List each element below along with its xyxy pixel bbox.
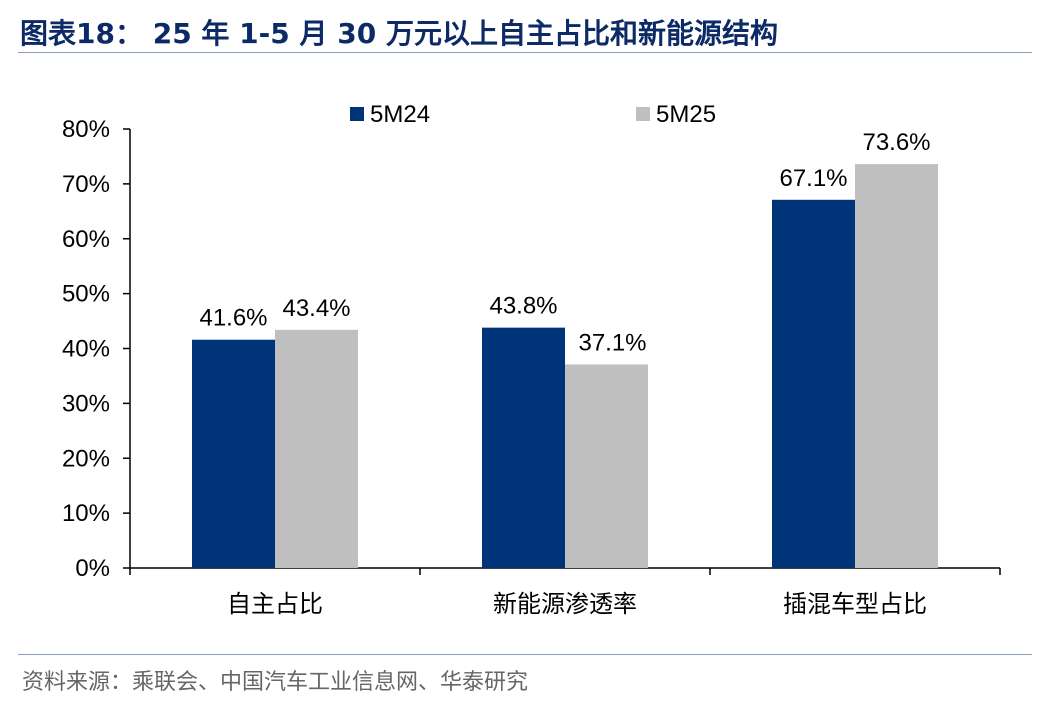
chart-legend: 5M24 5M25 — [350, 101, 716, 128]
x-axis: 自主占比 新能源渗透率 插混车型占比 — [129, 567, 1001, 618]
x-category-label: 自主占比 — [227, 590, 323, 618]
bar-5M24 — [482, 327, 565, 568]
legend-swatch-5M25 — [636, 107, 650, 121]
data-label-5M25: 37.1% — [578, 329, 646, 356]
y-tick-label: 40% — [62, 336, 110, 363]
footer-divider — [18, 654, 1032, 655]
y-tick-label: 20% — [62, 445, 110, 472]
figure-title: 图表18： 25 年 1-5 月 30 万元以上自主占比和新能源结构 — [20, 17, 778, 50]
x-category-label: 插混车型占比 — [783, 590, 927, 618]
legend-swatch-5M24 — [350, 107, 364, 121]
y-axis: 0% 10% 20% 30% 40% 50% 60% 70% 80% — [62, 116, 131, 582]
bar-5M25 — [565, 364, 648, 568]
title-divider — [18, 52, 1032, 53]
data-label-5M25: 73.6% — [862, 129, 930, 156]
y-tick-label: 30% — [62, 390, 110, 417]
y-tick-label: 0% — [75, 555, 110, 582]
data-labels: 41.6% 43.4% 43.8% 37.1% 67.1% 73.6% — [199, 129, 930, 356]
y-tick-label: 70% — [62, 171, 110, 198]
data-label-5M25: 43.4% — [282, 295, 350, 322]
legend-label-5M25: 5M25 — [656, 101, 716, 128]
y-tick-label: 60% — [62, 226, 110, 253]
bar-5M25 — [855, 164, 938, 568]
source-note: 资料来源：乘联会、中国汽车工业信息网、华泰研究 — [22, 670, 529, 695]
y-tick-label: 10% — [62, 500, 110, 527]
data-label-5M24: 41.6% — [199, 305, 267, 332]
bar-5M25 — [275, 329, 358, 568]
y-tick-label: 80% — [62, 116, 110, 143]
bar-5M24 — [772, 199, 855, 568]
x-category-label: 新能源渗透率 — [493, 590, 637, 618]
data-label-5M24: 67.1% — [779, 165, 847, 192]
legend-label-5M24: 5M24 — [370, 101, 430, 128]
y-tick-label: 50% — [62, 281, 110, 308]
bar-5M24 — [192, 339, 275, 568]
data-label-5M24: 43.8% — [489, 293, 557, 320]
bar-series — [192, 164, 938, 568]
